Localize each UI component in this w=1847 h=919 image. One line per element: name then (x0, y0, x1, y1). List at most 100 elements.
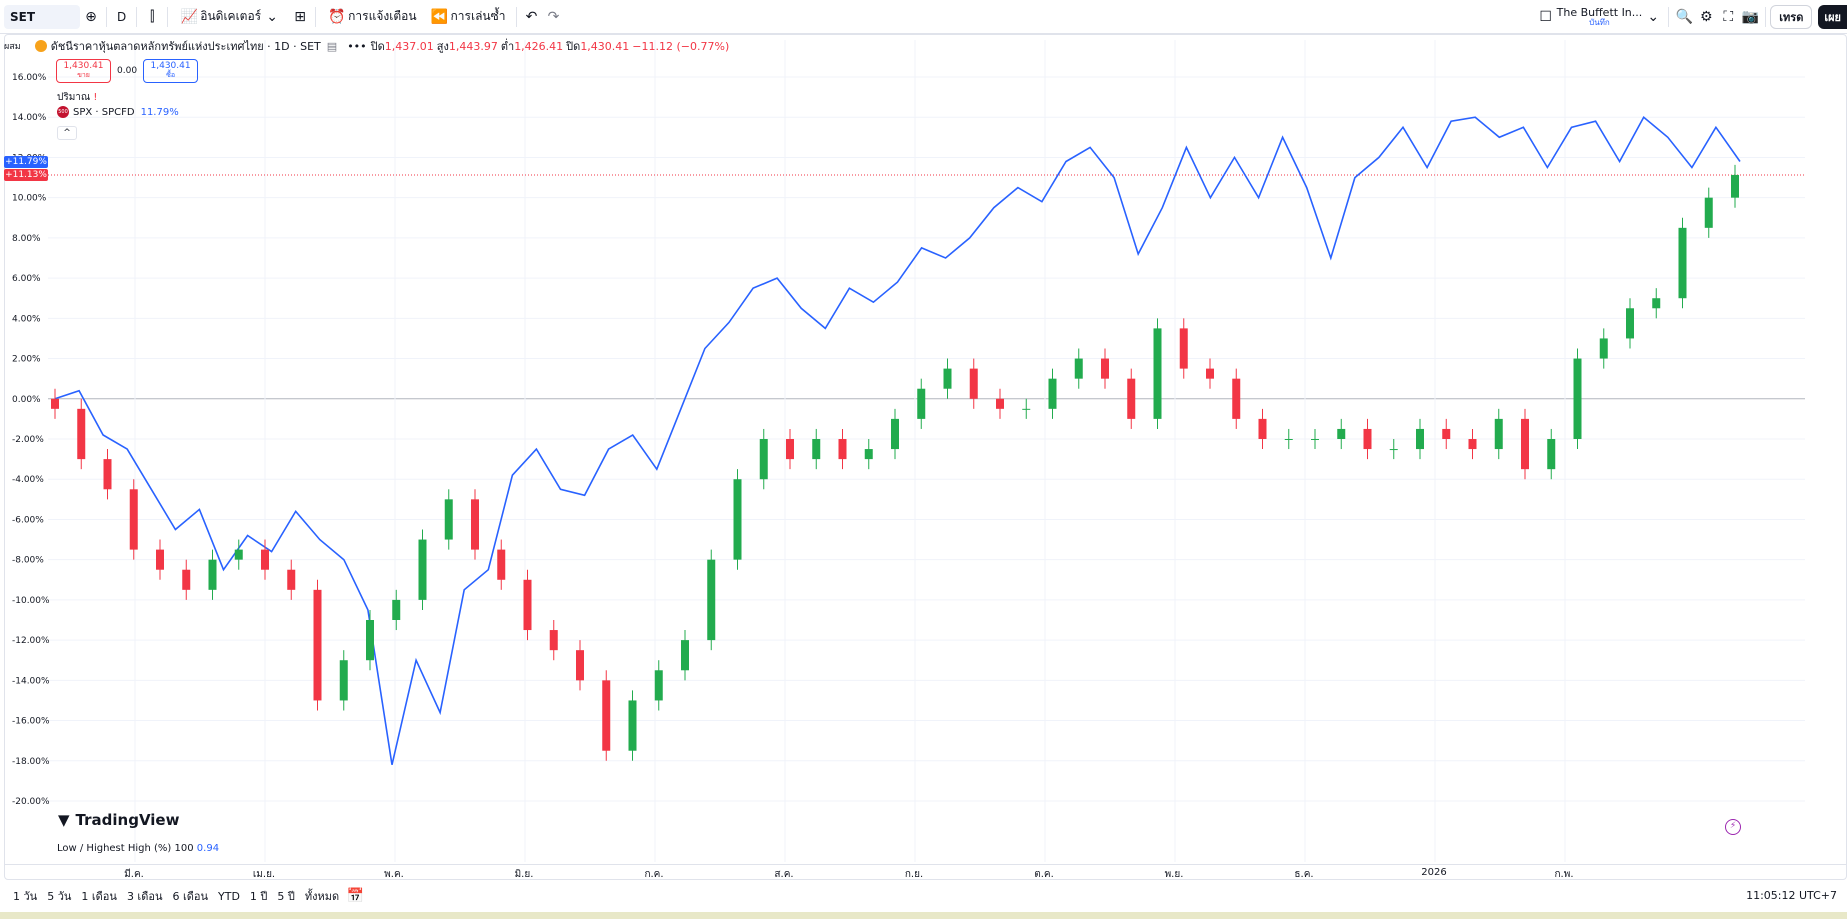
range-button[interactable]: 1 ปี (249, 890, 268, 903)
range-button[interactable]: YTD (218, 889, 240, 903)
y-tick-label: -4.00% (12, 475, 44, 485)
undo-icon[interactable]: ↶ (525, 8, 538, 25)
range-button[interactable]: ทั้งหมด (304, 890, 340, 903)
range-button[interactable]: 5 ปี (277, 890, 295, 903)
clock[interactable]: 11:05:12 UTC+7 (1746, 889, 1837, 902)
y-tick-label: -18.00% (12, 757, 50, 767)
range-button[interactable]: 6 เดือน (172, 890, 208, 903)
rewind-icon: ⏪ (430, 8, 449, 25)
range-button[interactable]: 3 เดือน (126, 890, 163, 903)
bottom-toolbar: 1 วัน 5 วัน 1 เดือน 3 เดือน 6 เดือน YTD 1 ปี 5 … (0, 883, 1847, 909)
low-value: 1,426.41 (514, 39, 564, 53)
publish-button[interactable]: เผย (1818, 5, 1847, 29)
candle-body (602, 680, 611, 751)
compare-symbol-icon[interactable]: ⊕ (85, 8, 97, 25)
interval-button[interactable]: D (111, 0, 132, 34)
indicator-legend[interactable]: Low / Highest High (%) 100 0.94 (57, 843, 219, 854)
spread-value: 0.00 (117, 66, 138, 76)
candle-body (1494, 418, 1503, 450)
range-button[interactable]: 5 วัน (47, 890, 72, 903)
toolbar-divider (1765, 7, 1767, 27)
chevron-down-icon[interactable]: ⌄ (1647, 9, 1660, 25)
y-tick-label: 8.00% (12, 234, 41, 244)
indicators-label: อินดิเคเตอร์ (200, 9, 262, 23)
candle-body (1599, 338, 1608, 359)
trade-button[interactable]: เทรด (1770, 5, 1813, 29)
candle-body (1311, 439, 1319, 440)
layouts-grid-icon[interactable]: ⊞ (294, 8, 306, 25)
indicator-value: 0.94 (196, 843, 220, 854)
candle-body (1206, 368, 1214, 379)
sell-button[interactable]: 1,430.41 ขาย (56, 59, 111, 83)
gear-icon[interactable]: ⚙ (1700, 9, 1713, 25)
compare-legend[interactable]: 500 SPX · SPCFD 11.79% (57, 106, 179, 118)
layout-name: The Buffett In... (1556, 5, 1643, 19)
time-axis-label: 2026 (1421, 867, 1447, 878)
replay-button[interactable]: ⏪ การเล่นซ้ำ (423, 0, 512, 34)
candle-body (996, 398, 1004, 409)
candle-body (1468, 439, 1477, 450)
camera-icon[interactable]: 📷 (1741, 9, 1759, 25)
layout-checkbox-icon[interactable]: ☐ (1539, 9, 1552, 25)
high-value: 1,443.97 (448, 39, 498, 53)
time-axis[interactable]: มี.ค. เม.ย. พ.ค. มิ.ย. ก.ค. ส.ค. ก.ย. ต.ค. พ.ย. ธ… (4, 864, 1847, 880)
calendar-icon[interactable]: 📅 (346, 888, 364, 904)
buy-label: ซื้อ (166, 71, 176, 80)
candle-body (444, 499, 453, 540)
range-button[interactable]: 1 วัน (13, 890, 38, 903)
candle-body (418, 539, 427, 600)
candle-body (707, 559, 716, 641)
tradingview-logo[interactable]: ▼ TradingView (58, 811, 179, 829)
candle-body (864, 449, 873, 460)
scale-mode-button[interactable]: ผสม (4, 42, 21, 52)
candle-body (1153, 328, 1162, 419)
y-tick-label: 0.00% (12, 395, 41, 405)
quick-search-icon[interactable]: 🔍 (1675, 9, 1693, 25)
indicators-button[interactable]: 📈 อินดิเคเตอร์ ⌄ (172, 0, 289, 34)
candle-body (1337, 428, 1346, 439)
range-button[interactable]: 1 เดือน (81, 890, 117, 903)
status-strip (0, 912, 1847, 919)
series-title[interactable]: ดัชนีราคาหุ้นตลาดหลักทรัพย์แห่งประเทศไทย… (50, 40, 321, 53)
alerts-button[interactable]: ⏰ การแจ้งเตือน (320, 0, 422, 34)
symbol-label: SET (10, 9, 36, 24)
toolbar-divider (1668, 7, 1670, 27)
more-options-icon[interactable]: ••• (347, 39, 367, 53)
volume-legend[interactable]: ปริมาณ ! (57, 90, 97, 105)
buy-button[interactable]: 1,430.41 ซื้อ (143, 59, 199, 83)
spx-price-tag: +11.79% (4, 156, 48, 168)
candle-body (234, 549, 243, 560)
volume-label: ปริมาณ (57, 92, 91, 103)
fullscreen-icon[interactable]: ⛶ (1723, 9, 1734, 25)
candle-body (366, 620, 374, 661)
interval-label: D (117, 9, 127, 24)
candle-body (1048, 378, 1057, 409)
sell-label: ขาย (77, 71, 90, 80)
symbol-search[interactable]: SET (4, 4, 80, 29)
y-tick-label: -20.00% (12, 797, 50, 807)
toolbar-divider (106, 6, 107, 27)
candle-body (77, 408, 86, 460)
brand-name: TradingView (75, 811, 180, 829)
redo-icon[interactable]: ↷ (547, 8, 560, 25)
toolbar-divider (136, 6, 138, 27)
y-tick-label: 4.00% (12, 314, 41, 324)
candle-body (1704, 197, 1713, 228)
candle-body (523, 579, 532, 631)
chart-legend: ผสม ดัชนีราคาหุ้นตลาดหลักทรัพย์แห่งประเท… (4, 37, 729, 55)
time-axis-label: เม.ย. (252, 869, 276, 880)
y-tick-label: -10.00% (12, 596, 50, 606)
layout-name-button[interactable]: The Buffett In... บันทึก (1556, 5, 1643, 28)
lightning-icon[interactable]: ⚡ (1725, 819, 1741, 835)
candle-body (392, 599, 401, 620)
bars-icon[interactable]: ▤ (326, 39, 338, 53)
candle-body (1416, 428, 1424, 450)
candles-icon[interactable]: ⫿ (150, 8, 155, 25)
buy-price: 1,430.41 (150, 61, 191, 72)
candle-body (917, 388, 926, 419)
candle-body (576, 650, 584, 681)
candle-body (182, 569, 191, 590)
time-axis-label: ส.ค. (774, 869, 794, 880)
collapse-legend-button[interactable]: ^ (57, 126, 77, 140)
